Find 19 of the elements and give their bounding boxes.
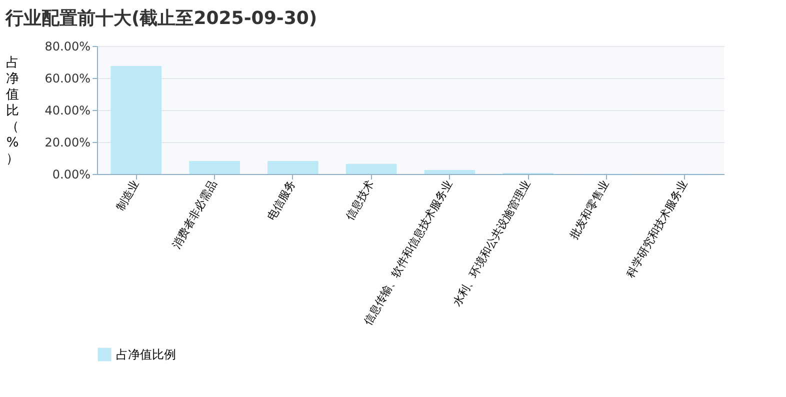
- x-tick-label: 科学研究和技术服务业: [624, 178, 690, 280]
- bar: [268, 161, 318, 174]
- bar: [189, 161, 240, 174]
- chart-title: 行业配置前十大(截止至2025-09-30): [4, 8, 318, 29]
- x-tick-label: 电信服务: [264, 178, 298, 223]
- y-tick-label: 80.00%: [44, 40, 90, 54]
- bar: [110, 66, 162, 174]
- bar: [424, 170, 476, 174]
- y-tick-label: 60.00%: [44, 72, 90, 86]
- y-axis-title: 占净值比（%）: [6, 56, 19, 166]
- x-tick-label: 信息技术: [343, 178, 377, 223]
- y-tick-label: 0.00%: [52, 168, 90, 182]
- y-tick-label: 40.00%: [44, 104, 90, 118]
- legend-label: 占净值比例: [116, 348, 176, 362]
- y-tick-label: 20.00%: [44, 136, 90, 150]
- bar: [346, 164, 397, 174]
- x-tick-label: 批发和零售业: [567, 178, 612, 242]
- x-tick-label: 消费者非必需品: [170, 178, 220, 252]
- x-tick-label: 制造业: [114, 178, 142, 214]
